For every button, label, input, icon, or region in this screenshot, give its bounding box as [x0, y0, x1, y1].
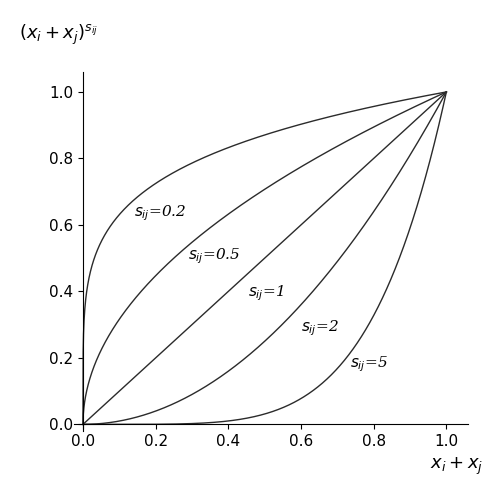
Text: $s_{ij}$=2: $s_{ij}$=2	[301, 318, 338, 338]
Text: $(x_i+x_j)^{s_{ij}}$: $(x_i+x_j)^{s_{ij}}$	[19, 22, 98, 47]
Text: $s_{ij}$=0.2: $s_{ij}$=0.2	[134, 204, 185, 223]
Text: $s_{ij}$=1: $s_{ij}$=1	[248, 284, 284, 303]
Text: $s_{ij}$=0.5: $s_{ij}$=0.5	[188, 246, 240, 266]
Text: $s_{ij}$=5: $s_{ij}$=5	[349, 354, 387, 374]
X-axis label: $x_i+x_j$: $x_i+x_j$	[429, 456, 482, 477]
